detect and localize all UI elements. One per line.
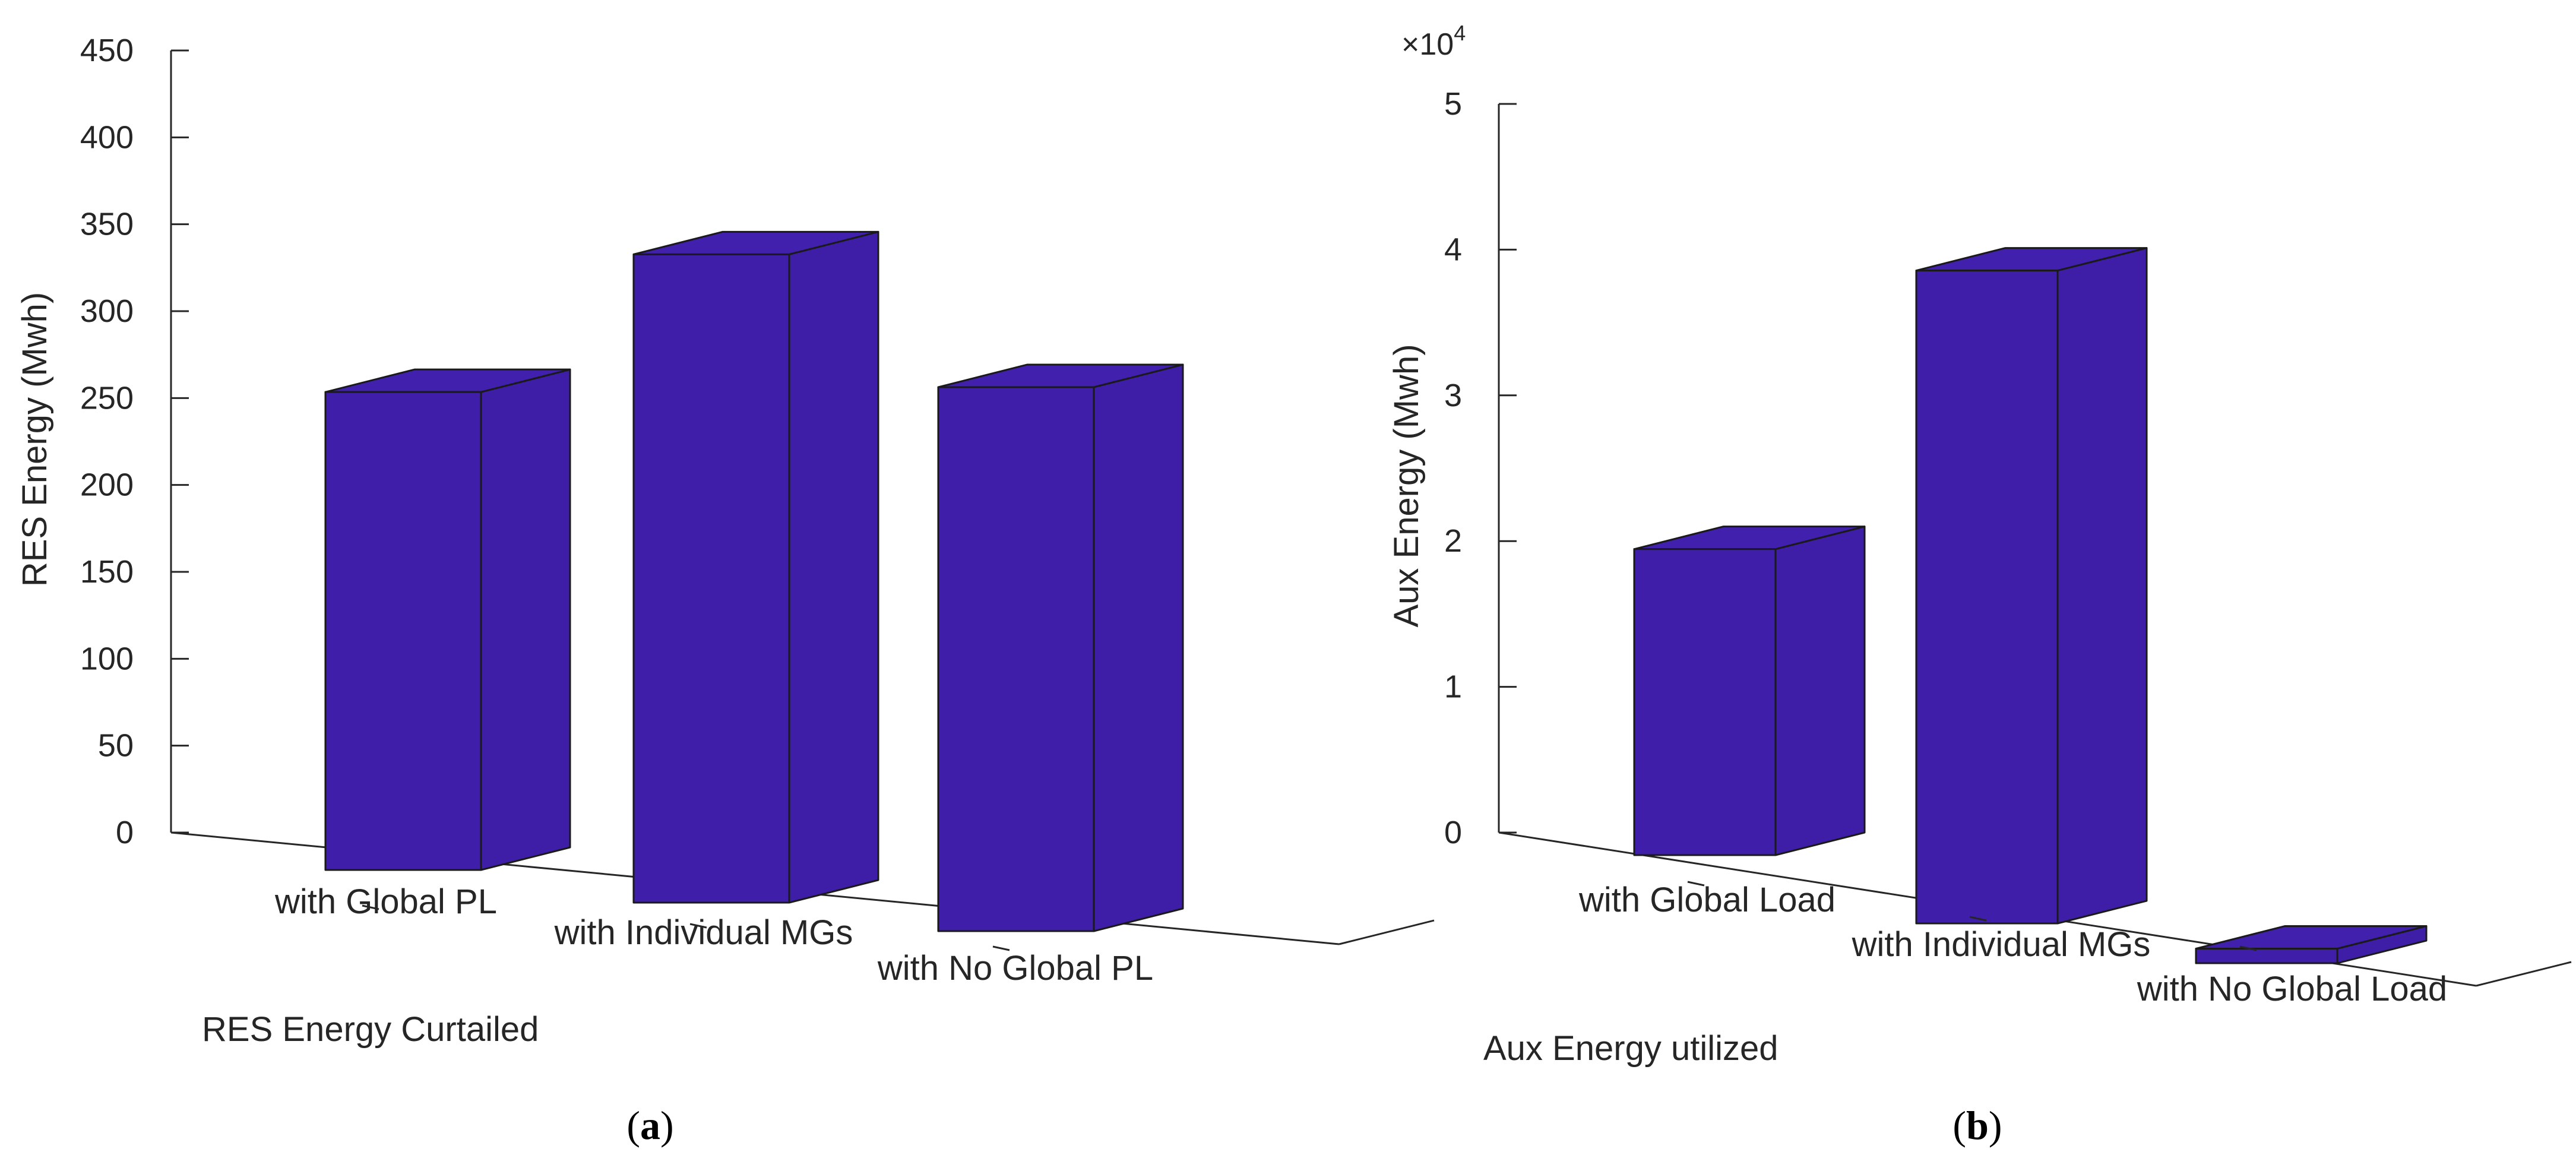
chart-panel-a: 0 50 100 150 200 250 300 350 400 450 with Global … — [15, 33, 1435, 1148]
chart-b-x-tick-label: with Global Load — [1578, 881, 1836, 919]
chart-a-x-tick-labels: with Global PL with Individual MGs with No… — [274, 882, 1153, 988]
chart-a-x-tick-label: with No Global PL — [877, 949, 1153, 988]
chart-a-y-axis-label: RES Energy (Mwh) — [15, 292, 54, 587]
chart-a-bars — [324, 230, 1184, 932]
chart-a-y-ticks: 0 50 100 150 200 250 300 350 400 450 — [80, 33, 189, 850]
chart-a-bar — [632, 230, 879, 904]
chart-b-y-tick-label: 3 — [1444, 378, 1462, 413]
chart-b-y-exponent: ×104 — [1401, 21, 1466, 62]
chart-a-bar-side — [480, 368, 571, 871]
chart-a-y-tick-label: 100 — [80, 641, 134, 676]
chart-b-caption-letter: b — [1966, 1103, 1989, 1148]
chart-b-x-tick — [1969, 916, 1987, 922]
chart-b-x-tick-labels: with Global Load with Individual MGs with … — [1578, 881, 2447, 1008]
chart-a-y-tick-label: 300 — [80, 293, 134, 329]
chart-a-x-tick — [689, 923, 707, 929]
chart-a-caption: (a) — [626, 1103, 673, 1148]
chart-b-exponent-base: ×10 — [1401, 27, 1454, 62]
chart-b-x-tick-label: with No Global Load — [2137, 970, 2447, 1008]
chart-a-bar — [324, 368, 571, 871]
chart-a-x-tick-label: with Individual MGs — [554, 913, 853, 952]
chart-a-y-tick-label: 150 — [80, 554, 134, 590]
chart-b-bar-front — [1633, 548, 1777, 856]
chart-b-x-tick — [1687, 881, 1705, 887]
chart-a-y-tick-label: 200 — [80, 467, 134, 503]
chart-a-bar-side — [788, 230, 879, 904]
chart-b-y-tick-label: 5 — [1444, 86, 1462, 122]
chart-a-y-tick-label: 350 — [80, 207, 134, 242]
chart-a-bar-front — [324, 391, 482, 871]
chart-b-bar-side — [1774, 526, 1866, 856]
chart-a-caption-letter: a — [640, 1103, 660, 1148]
chart-a-y-tick-label: 450 — [80, 33, 134, 68]
chart-a-x-tick-label: with Global PL — [274, 882, 497, 921]
chart-a-bar-front — [632, 253, 790, 904]
chart-a-bar-front — [937, 386, 1095, 932]
chart-b-x-tick-label: with Individual MGs — [1852, 925, 2151, 964]
chart-a-x-axis-end — [1338, 919, 1435, 945]
chart-b-bar-front — [1915, 270, 2059, 925]
chart-b-exponent-power: 4 — [1454, 21, 1466, 45]
chart-b-x-tick — [2239, 945, 2257, 951]
chart-b-x-axis-label: Aux Energy utilized — [1483, 1029, 1778, 1068]
chart-b-bar-side — [2056, 247, 2148, 925]
chart-a-y-tick-label: 400 — [80, 119, 134, 155]
chart-b-bars — [1633, 247, 2428, 964]
chart-b-bar — [1633, 526, 1866, 856]
chart-a-y-tick-label: 250 — [80, 380, 134, 416]
chart-a-y-tick-label: 50 — [98, 728, 134, 764]
chart-a-bar-side — [1093, 363, 1184, 932]
chart-a-x-tick — [362, 904, 379, 910]
chart-panel-b: 0 1 2 3 4 5 with Global Load with Individual M… — [1387, 21, 2572, 1148]
chart-b-bar — [2195, 925, 2428, 964]
chart-b-caption: (b) — [1952, 1103, 2002, 1148]
chart-b-x-axis-end — [2476, 961, 2572, 987]
chart-b-y-tick-label: 2 — [1444, 523, 1462, 559]
chart-b-bar — [1915, 247, 2148, 925]
chart-b-y-tick-label: 0 — [1444, 815, 1462, 850]
chart-b-bar-front — [2195, 947, 2338, 964]
chart-b-y-tick-label: 4 — [1444, 232, 1462, 267]
chart-b-y-tick-label: 1 — [1444, 669, 1462, 705]
chart-a-bar — [937, 363, 1184, 932]
chart-b-y-ticks: 0 1 2 3 4 5 — [1444, 86, 1517, 850]
chart-a-x-tick — [992, 945, 1010, 951]
chart-b-y-axis-label: Aux Energy (Mwh) — [1387, 344, 1426, 627]
chart-a-y-tick-label: 0 — [116, 815, 134, 850]
chart-a-x-axis-label: RES Energy Curtailed — [202, 1010, 539, 1049]
